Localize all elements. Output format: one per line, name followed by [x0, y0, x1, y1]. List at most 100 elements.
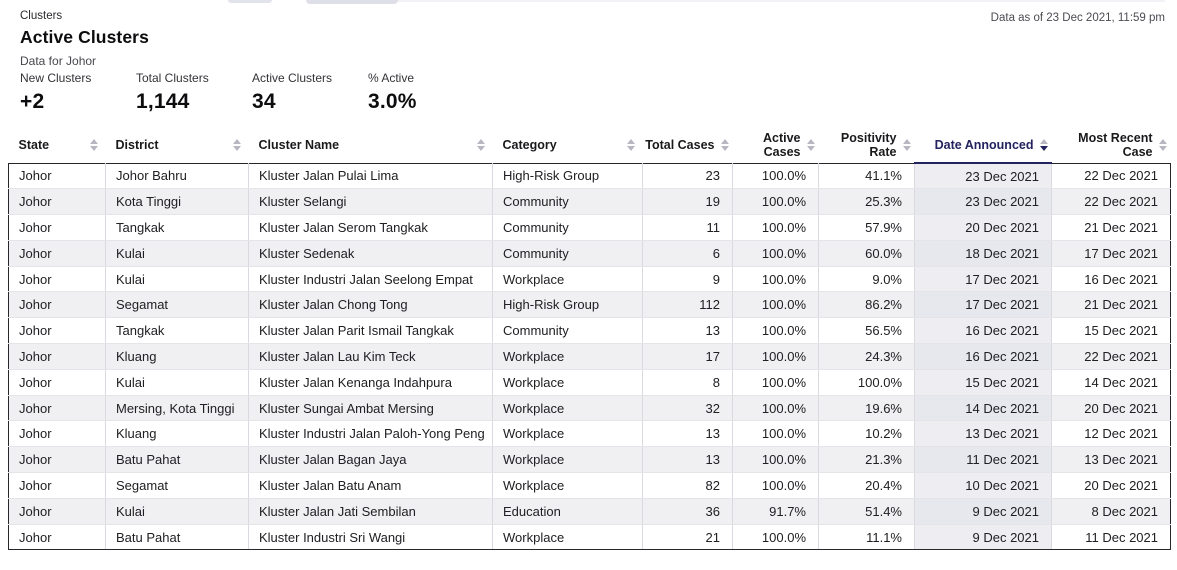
cell-positivity-rate: 86.2%: [818, 291, 915, 319]
column-header-label: Cluster Name: [258, 138, 340, 153]
cell-cluster-name: Kluster Industri Jalan Paloh-Yong Peng: [248, 420, 493, 448]
cell-state: Johor: [8, 188, 106, 216]
cell-total-cases: 9: [642, 266, 733, 293]
cell-positivity-rate: 60.0%: [818, 240, 915, 267]
cell-total-cases: 13: [642, 317, 733, 345]
page-subtitle: Data for Johor: [20, 54, 97, 68]
table-row: Johor Kulai Kluster Industri Jalan Seelong…: [8, 266, 1171, 293]
cell-positivity-rate: 20.4%: [818, 472, 915, 499]
cell-cluster-name: Kluster Jalan Kenanga Indahpura: [248, 369, 493, 396]
cell-category: Workplace: [492, 343, 643, 370]
table-row: Johor Segamat Kluster Jalan Chong Tong High…: [8, 291, 1171, 319]
column-header-date-announced[interactable]: Date Announced: [914, 128, 1052, 163]
table-row: Johor Kulai Kluster Sedenak Community 6 100.0…: [8, 240, 1171, 267]
cell-positivity-rate: 100.0%: [818, 369, 915, 396]
cell-date-announced: 20 Dec 2021: [914, 214, 1052, 241]
column-header-category[interactable]: Category: [492, 128, 643, 163]
cell-state: Johor: [8, 420, 106, 448]
column-header-total-cases[interactable]: Total Cases: [642, 128, 733, 163]
column-header-positivity-rate[interactable]: Positivity Rate: [818, 128, 915, 163]
cell-active-cases: 100.0%: [732, 343, 819, 370]
cell-total-cases: 11: [642, 214, 733, 241]
cutoff-ui-fragment: [306, 0, 398, 4]
cell-total-cases: 13: [642, 420, 733, 448]
cell-most-recent-case: 20 Dec 2021: [1051, 472, 1171, 499]
cell-district: Tangkak: [105, 214, 249, 241]
cell-date-announced: 9 Dec 2021: [914, 498, 1052, 525]
cell-most-recent-case: 22 Dec 2021: [1051, 188, 1171, 216]
sort-icon: [232, 139, 241, 152]
cell-district: Tangkak: [105, 317, 249, 345]
sort-icon: [1158, 139, 1167, 152]
cell-category: Community: [492, 317, 643, 345]
cell-positivity-rate: 24.3%: [818, 343, 915, 370]
stat-active-clusters: Active Clusters 34: [252, 71, 368, 114]
cell-category: Education: [492, 498, 643, 525]
cell-total-cases: 8: [642, 369, 733, 396]
cell-most-recent-case: 17 Dec 2021: [1051, 240, 1171, 267]
cell-date-announced: 15 Dec 2021: [914, 369, 1052, 396]
stat-new-clusters: New Clusters +2: [20, 71, 136, 114]
cell-state: Johor: [8, 395, 106, 422]
column-header-state[interactable]: State: [8, 128, 106, 163]
table-row: Johor Batu Pahat Kluster Jalan Bagan Jaya W…: [8, 446, 1171, 474]
cell-cluster-name: Kluster Jalan Chong Tong: [248, 291, 493, 319]
data-as-of-timestamp: Data as of 23 Dec 2021, 11:59 pm: [990, 12, 1165, 24]
table-row: Johor Kluang Kluster Industri Jalan Paloh-…: [8, 420, 1171, 448]
table-row: Johor Kluang Kluster Jalan Lau Kim Teck Wor…: [8, 343, 1171, 370]
column-header-most-recent-case[interactable]: Most Recent Case: [1051, 128, 1171, 163]
stat-label: % Active: [368, 71, 415, 85]
table-row: Johor Mersing, Kota Tinggi Kluster Sungai …: [8, 395, 1171, 422]
cell-state: Johor: [8, 162, 106, 190]
cell-active-cases: 100.0%: [732, 524, 819, 551]
cell-cluster-name: Kluster Selangi: [248, 188, 493, 216]
cell-total-cases: 21: [642, 524, 733, 551]
cell-positivity-rate: 25.3%: [818, 188, 915, 216]
cell-state: Johor: [8, 317, 106, 345]
cell-most-recent-case: 20 Dec 2021: [1051, 395, 1171, 422]
clusters-table: State District Cluster Name Category Total C…: [8, 128, 1171, 551]
cell-date-announced: 17 Dec 2021: [914, 291, 1052, 319]
cell-date-announced: 23 Dec 2021: [914, 188, 1052, 216]
column-header-label: District: [115, 138, 159, 153]
column-header-label: Active Cases: [762, 131, 801, 160]
cutoff-ui-fragment: [330, 0, 1165, 2]
sort-icon: [806, 139, 815, 152]
stat-total-clusters: Total Clusters 1,144: [136, 71, 252, 114]
cell-district: Batu Pahat: [105, 524, 249, 551]
cell-most-recent-case: 13 Dec 2021: [1051, 446, 1171, 474]
cell-date-announced: 14 Dec 2021: [914, 395, 1052, 422]
cell-state: Johor: [8, 266, 106, 293]
sort-icon: [476, 139, 485, 152]
table-row: Johor Batu Pahat Kluster Industri Sri Wang…: [8, 524, 1171, 551]
cell-cluster-name: Kluster Jalan Batu Anam: [248, 472, 493, 499]
cell-active-cases: 100.0%: [732, 446, 819, 474]
cell-state: Johor: [8, 369, 106, 396]
cell-cluster-name: Kluster Jalan Bagan Jaya: [248, 446, 493, 474]
stat-percent-active: % Active 3.0%: [368, 71, 484, 114]
cell-state: Johor: [8, 446, 106, 474]
cell-state: Johor: [8, 214, 106, 241]
cell-positivity-rate: 11.1%: [818, 524, 915, 551]
cell-category: High-Risk Group: [492, 291, 643, 319]
stat-label: Total Clusters: [136, 71, 209, 85]
cell-positivity-rate: 9.0%: [818, 266, 915, 293]
column-header-cluster-name[interactable]: Cluster Name: [248, 128, 493, 163]
cell-category: Workplace: [492, 446, 643, 474]
stat-value: 34: [252, 90, 276, 113]
cell-most-recent-case: 22 Dec 2021: [1051, 162, 1171, 190]
cell-active-cases: 100.0%: [732, 291, 819, 319]
cell-district: Segamat: [105, 472, 249, 499]
cell-district: Kluang: [105, 420, 249, 448]
column-header-active-cases[interactable]: Active Cases: [732, 128, 819, 163]
cell-total-cases: 19: [642, 188, 733, 216]
cell-category: High-Risk Group: [492, 162, 643, 190]
page-title: Active Clusters: [20, 27, 149, 47]
cell-district: Segamat: [105, 291, 249, 319]
cell-district: Kulai: [105, 240, 249, 267]
table-header-row: State District Cluster Name Category Total C…: [8, 128, 1171, 163]
cell-active-cases: 91.7%: [732, 498, 819, 525]
cell-cluster-name: Kluster Jalan Pulai Lima: [248, 162, 493, 190]
column-header-district[interactable]: District: [105, 128, 249, 163]
